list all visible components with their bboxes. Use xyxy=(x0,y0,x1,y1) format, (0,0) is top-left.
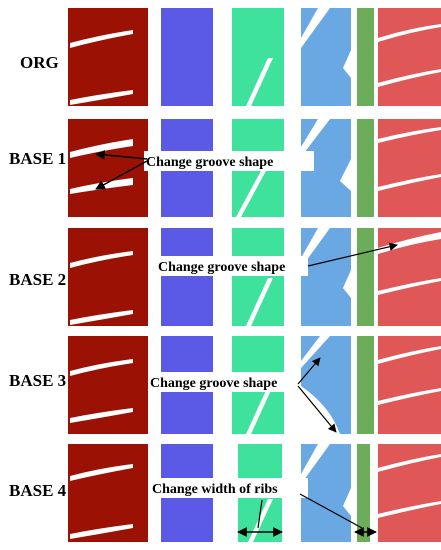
annotation-arrow xyxy=(95,149,148,160)
dark-red-domain xyxy=(68,228,148,326)
blue-domain xyxy=(301,8,351,106)
row-label-base-1: BASE 1 xyxy=(9,149,66,168)
annotation-leader-line xyxy=(257,499,263,529)
groove-lower xyxy=(70,90,133,105)
green-domain xyxy=(357,336,374,434)
blue-domain xyxy=(301,228,351,326)
teal-domain xyxy=(232,228,284,326)
annotation-arrow xyxy=(297,385,337,433)
dark-red-domain xyxy=(68,444,148,542)
dark-red-domain xyxy=(68,8,148,106)
row-base-1: BASE 1 Change groove shape xyxy=(9,119,441,217)
annotation-change-groove-shape-2: Change groove shape xyxy=(158,260,285,275)
annotation-arrow xyxy=(297,357,321,385)
annotation-bg xyxy=(156,256,308,276)
green-domain xyxy=(357,8,374,106)
row-base-4: BASE 4 Change width of ribs xyxy=(9,444,441,542)
annotation-arrow xyxy=(95,160,148,190)
dark-red-domain xyxy=(68,336,148,434)
row-base-3: BASE 3 Change groove shape xyxy=(9,336,441,434)
red-domain xyxy=(378,8,441,106)
red-domain xyxy=(378,336,441,434)
annotation-bg xyxy=(148,372,294,392)
blue-domain xyxy=(301,119,351,217)
row-base-2: BASE 2 Change groove shape xyxy=(9,228,441,326)
red-domain xyxy=(378,119,441,217)
annotation-change-width-of-ribs: Change width of ribs xyxy=(152,482,278,497)
annotation-change-groove-shape-1: Change groove shape xyxy=(146,155,273,170)
annotation-leader-line xyxy=(299,493,363,529)
purple-domain xyxy=(161,8,213,106)
row-label-org: ORG xyxy=(20,53,59,72)
groove-upper xyxy=(70,30,133,48)
annotation-arrow xyxy=(307,242,398,267)
green-domain xyxy=(357,444,370,542)
dark-red-domain xyxy=(68,119,148,217)
purple-domain xyxy=(161,228,213,326)
annotation-change-groove-shape-3: Change groove shape xyxy=(150,376,277,391)
teal-domain xyxy=(232,8,284,106)
row-org: ORG xyxy=(20,8,441,106)
green-domain xyxy=(357,228,374,326)
row-label-base-4: BASE 4 xyxy=(9,481,67,500)
row-label-base-3: BASE 3 xyxy=(9,371,66,390)
annotation-bg xyxy=(144,151,314,171)
red-domain xyxy=(378,444,441,542)
red-domain xyxy=(378,228,441,326)
green-domain xyxy=(357,119,374,217)
blue-domain xyxy=(301,444,351,542)
annotation-bg xyxy=(150,478,308,498)
row-label-base-2: BASE 2 xyxy=(9,270,66,289)
